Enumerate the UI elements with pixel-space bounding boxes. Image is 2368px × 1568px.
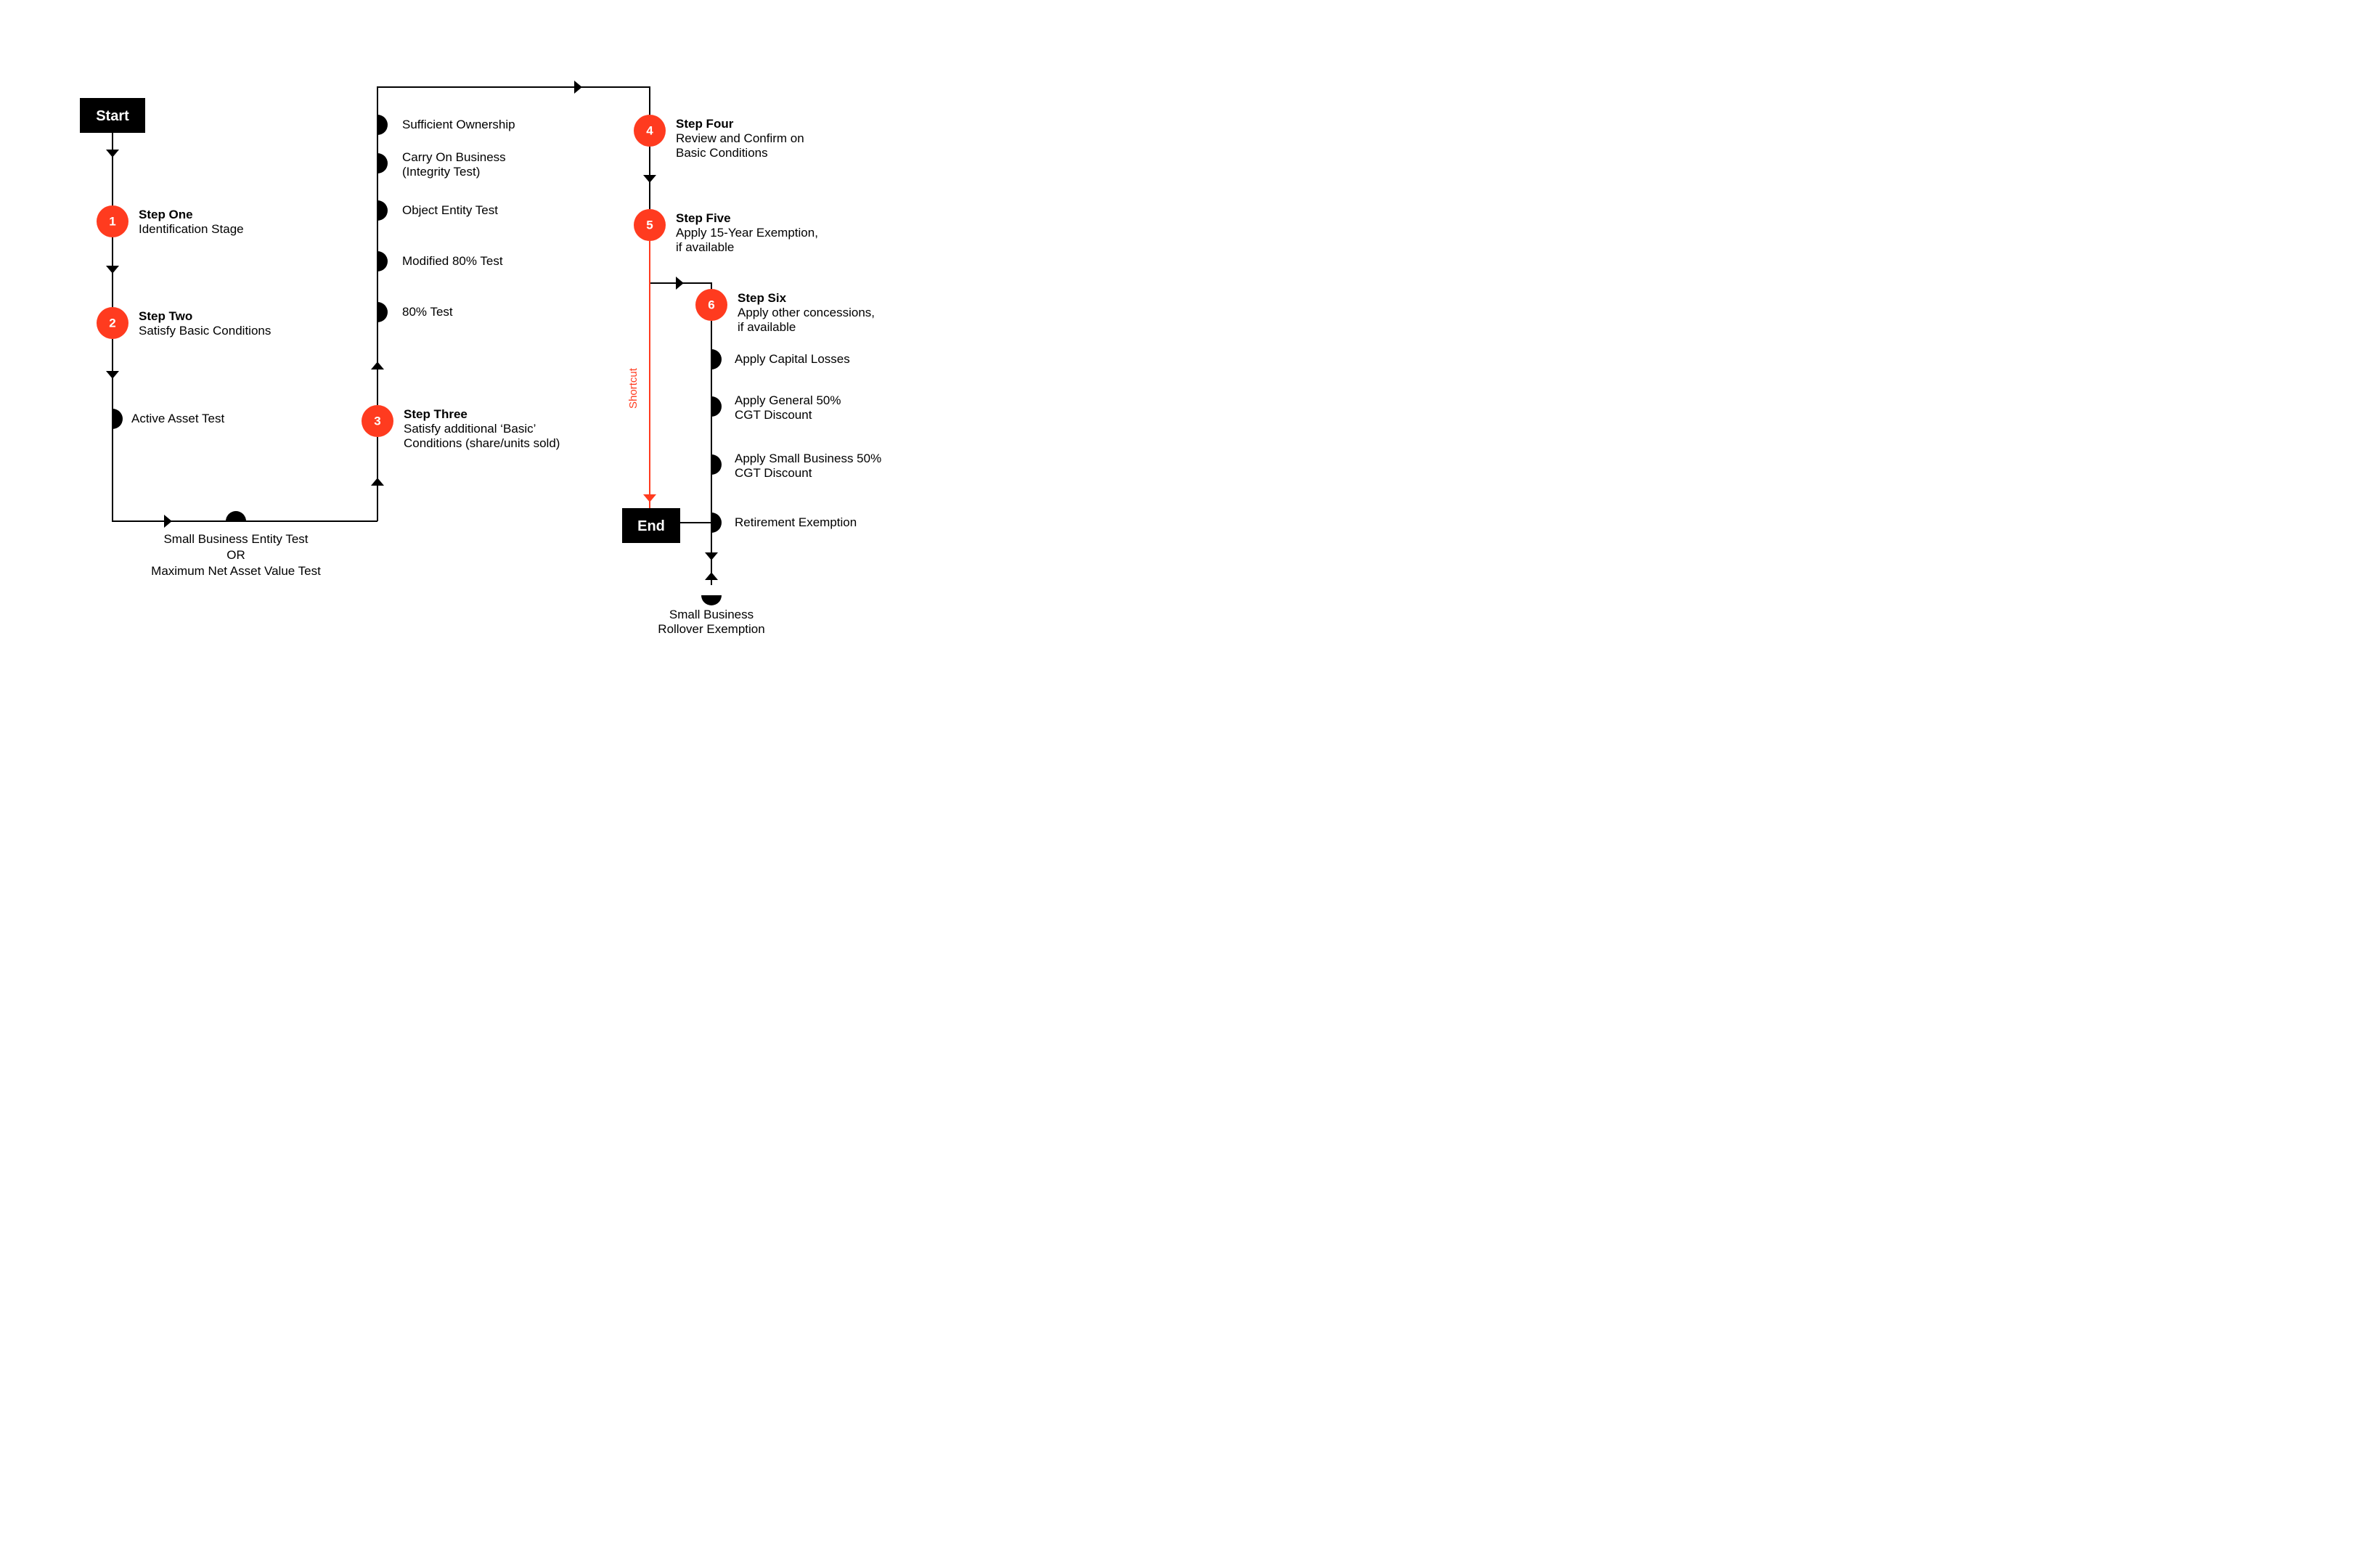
svg-text:Object Entity Test: Object Entity Test [402,203,498,217]
step-5: 5 Step FiveApply 15-Year Exemption,if ava… [634,209,818,254]
step6-bullet-3: Retirement Exemption [711,513,857,533]
edge-s3-top [377,87,650,405]
svg-text:if available: if available [676,240,734,254]
svg-text:Start: Start [96,108,129,124]
shortcut-label: Shortcut [627,367,640,409]
edge-s2-bottom [113,339,377,521]
svg-text:if available: if available [738,320,796,334]
step3-bullet-1: Modified 80% Test [377,251,503,271]
svg-text:Modified 80% Test: Modified 80% Test [402,254,503,268]
step3-bullet-3: Carry On Business(Integrity Test) [377,150,506,179]
svg-text:Active Asset Test: Active Asset Test [131,412,224,425]
svg-text:Step Two: Step Two [139,309,192,323]
svg-text:Apply other concessions,: Apply other concessions, [738,306,875,319]
step3-bullet-4: Sufficient Ownership [377,115,515,135]
svg-text:Step Three: Step Three [404,407,468,421]
svg-text:CGT Discount: CGT Discount [735,408,812,422]
step6-bullet-2: Apply Small Business 50%CGT Discount [711,452,881,480]
svg-text:Identification Stage: Identification Stage [139,222,244,236]
step-4: 4 Step FourReview and Confirm onBasic Con… [634,115,804,160]
step6-bullet-0: Apply Capital Losses [711,349,850,369]
svg-text:4: 4 [646,124,653,138]
svg-text:Step Four: Step Four [676,117,734,131]
svg-text:Step Five: Step Five [676,211,731,225]
step6-bullet-1: Apply General 50%CGT Discount [711,393,841,422]
step3-bullet-2: Object Entity Test [377,200,498,221]
svg-text:Conditions (share/units sold): Conditions (share/units sold) [404,436,560,450]
step-3: 3 Step ThreeSatisfy additional ‘Basic’Con… [362,405,560,450]
svg-text:OR: OR [226,548,245,562]
svg-text:(Integrity Test): (Integrity Test) [402,165,480,179]
svg-text:80% Test: 80% Test [402,305,453,319]
svg-text:CGT Discount: CGT Discount [735,466,812,480]
svg-text:Satisfy additional ‘Basic’: Satisfy additional ‘Basic’ [404,422,536,436]
bullet-active-asset-test: Active Asset Test [113,409,224,429]
svg-text:Maximum Net Asset Value Test: Maximum Net Asset Value Test [151,564,321,578]
svg-text:End: End [637,518,665,534]
svg-text:Small Business: Small Business [669,608,754,621]
svg-text:2: 2 [109,317,115,330]
end-node: End [622,508,680,543]
svg-text:Retirement Exemption: Retirement Exemption [735,515,857,529]
svg-text:Apply Capital Losses: Apply Capital Losses [735,352,850,366]
svg-text:Small Business Entity Test: Small Business Entity Test [163,532,308,546]
svg-text:3: 3 [374,415,380,428]
svg-text:Step One: Step One [139,208,193,221]
svg-text:Apply 15-Year Exemption,: Apply 15-Year Exemption, [676,226,818,240]
svg-text:Step Six: Step Six [738,291,787,305]
svg-text:6: 6 [708,298,714,312]
svg-text:Review and Confirm on: Review and Confirm on [676,131,804,145]
svg-text:Sufficient Ownership: Sufficient Ownership [402,118,515,131]
step-6: 6 Step SixApply other concessions,if avai… [695,289,875,334]
step-2: 2 Step TwoSatisfy Basic Conditions [97,307,271,339]
svg-text:Rollover Exemption: Rollover Exemption [658,622,764,636]
svg-text:Satisfy Basic Conditions: Satisfy Basic Conditions [139,324,271,338]
svg-text:Carry On Business: Carry On Business [402,150,506,164]
bullet-rollover-exemption: Small BusinessRollover Exemption [658,595,764,636]
edge-s6-end [680,321,711,523]
start-node: Start [80,98,145,133]
svg-text:1: 1 [109,215,115,229]
svg-text:Apply General 50%: Apply General 50% [735,393,841,407]
svg-text:5: 5 [646,219,653,232]
svg-text:Basic Conditions: Basic Conditions [676,146,768,160]
step3-bullet-0: 80% Test [377,302,453,322]
svg-text:Apply Small Business 50%: Apply Small Business 50% [735,452,881,465]
step-1: 1 Step OneIdentification Stage [97,205,244,237]
flowchart-canvas: Start End 1 Step OneIdentification Stage 2 St… [0,0,2368,652]
